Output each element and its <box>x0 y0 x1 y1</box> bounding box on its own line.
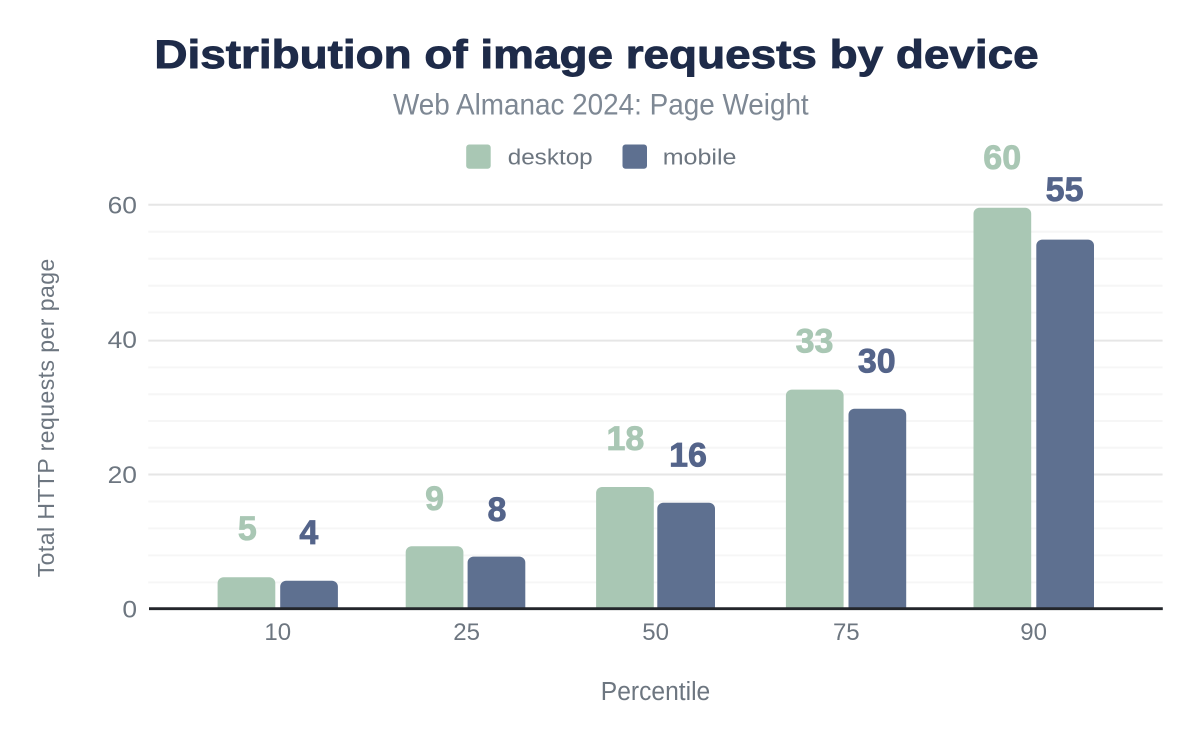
svg-text:Total HTTP requests per page: Total HTTP requests per page <box>33 258 59 577</box>
svg-text:Distribution of image requests: Distribution of image requests by device <box>154 33 1038 77</box>
svg-text:33: 33 <box>796 323 834 361</box>
svg-text:8: 8 <box>487 491 506 529</box>
svg-text:50: 50 <box>642 619 669 646</box>
svg-text:90: 90 <box>1020 619 1047 646</box>
svg-text:30: 30 <box>858 343 896 381</box>
svg-text:Web Almanac 2024: Page Weight: Web Almanac 2024: Page Weight <box>393 89 809 122</box>
svg-text:5: 5 <box>238 510 257 548</box>
svg-text:4: 4 <box>299 514 318 552</box>
svg-text:55: 55 <box>1046 171 1084 209</box>
svg-text:40: 40 <box>108 327 137 354</box>
svg-text:20: 20 <box>108 462 137 489</box>
svg-text:10: 10 <box>264 619 291 646</box>
svg-text:mobile: mobile <box>663 145 737 169</box>
svg-text:0: 0 <box>122 596 137 623</box>
svg-text:25: 25 <box>453 619 480 646</box>
svg-text:60: 60 <box>983 139 1021 177</box>
svg-text:18: 18 <box>606 420 644 458</box>
svg-text:16: 16 <box>669 437 707 475</box>
svg-text:60: 60 <box>108 192 137 219</box>
svg-text:desktop: desktop <box>508 145 593 170</box>
svg-text:75: 75 <box>833 619 860 646</box>
svg-text:9: 9 <box>425 480 444 518</box>
svg-text:Percentile: Percentile <box>601 677 710 706</box>
